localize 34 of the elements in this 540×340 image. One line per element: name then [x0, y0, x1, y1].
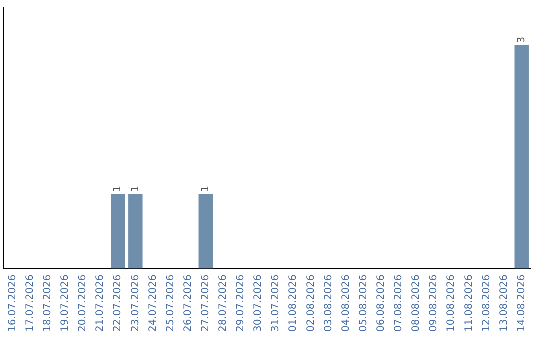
x-tick-label: 10.08.2026 [446, 274, 458, 332]
x-tick-label: 18.07.2026 [42, 274, 54, 332]
data-label: 1 [130, 186, 142, 192]
data-label: 3 [516, 36, 528, 44]
x-tick-label: 30.07.2026 [253, 274, 264, 332]
x-tick-label: 23.07.2026 [130, 274, 142, 332]
x-tick-label: 24.07.2026 [148, 274, 159, 332]
x-tick-label: 14.08.2026 [516, 274, 528, 332]
x-tick-label: 21.07.2026 [95, 274, 106, 332]
x-tick-label: 12.08.2026 [481, 274, 492, 332]
x-tick-label: 19.07.2026 [60, 274, 72, 332]
x-tick-label: 22.07.2026 [112, 274, 124, 332]
x-tick-label: 07.08.2026 [394, 274, 405, 332]
x-tick-label: 16.07.2026 [7, 274, 18, 332]
x-tick-label: 03.08.2026 [323, 274, 334, 332]
x-tick-label: 05.08.2026 [358, 274, 370, 332]
x-tick-label: 02.08.2026 [306, 274, 317, 332]
x-tick-label: 06.08.2026 [376, 274, 388, 332]
x-tick-label: 17.07.2026 [24, 274, 36, 332]
x-tick-label: 01.08.2026 [288, 274, 300, 332]
x-tick-label: 26.07.2026 [182, 274, 194, 332]
x-tick-label: 25.07.2026 [165, 274, 176, 332]
x-tick-label: 28.07.2026 [218, 274, 230, 332]
data-label: 1 [112, 186, 124, 192]
x-tick-label: 13.08.2026 [498, 274, 510, 332]
x-tick-label: 31.07.2026 [270, 274, 282, 332]
x-tick-label: 20.07.2026 [78, 274, 89, 332]
x-tick-label: 04.08.2026 [340, 274, 352, 332]
x-tick-label: 29.07.2026 [236, 274, 247, 332]
data-label: 1 [200, 186, 212, 192]
x-tick-label: 27.07.2026 [200, 274, 212, 332]
x-tick-label: 11.08.2026 [464, 274, 475, 332]
x-tick-label: 09.08.2026 [428, 274, 440, 332]
x-tick-label: 08.08.2026 [411, 274, 422, 332]
